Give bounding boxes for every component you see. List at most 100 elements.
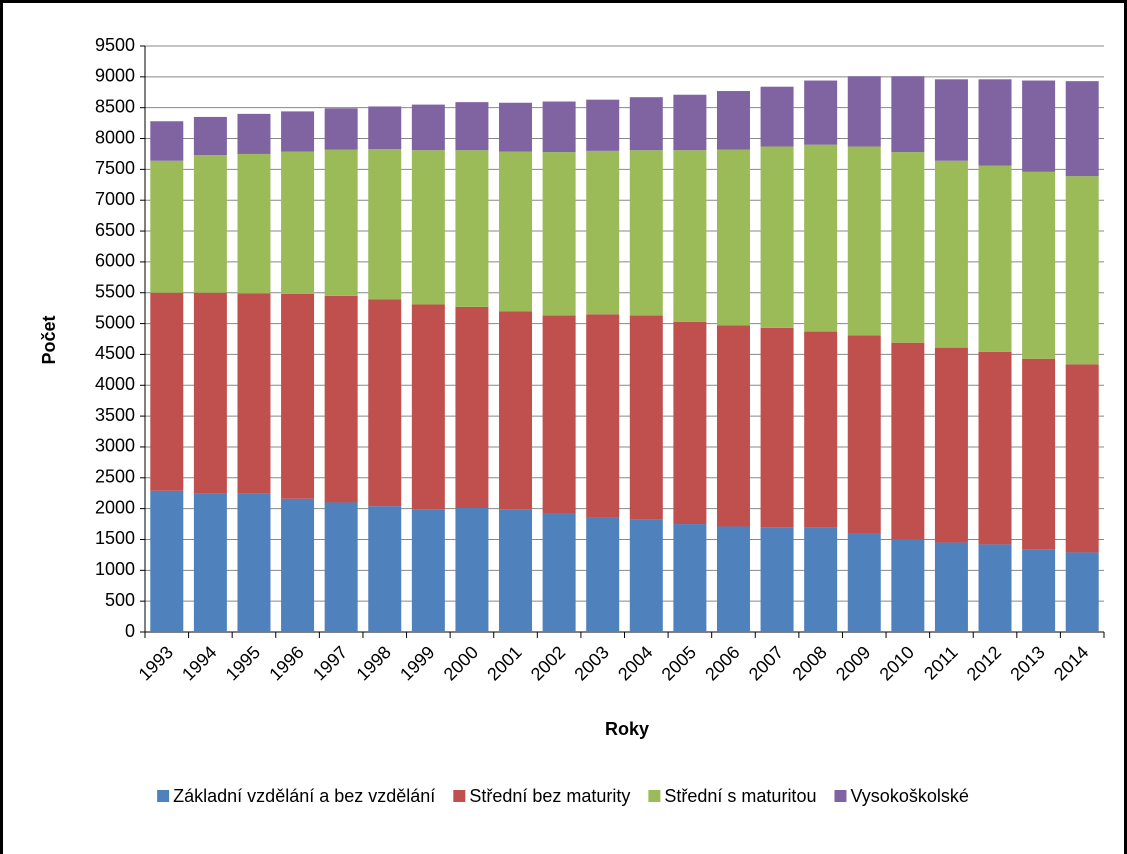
legend-label: Střední bez maturity xyxy=(469,786,630,806)
bar-segment xyxy=(978,79,1012,166)
y-axis-label: Počet xyxy=(39,315,59,364)
y-tick-label: 9000 xyxy=(95,66,135,86)
bar-segment xyxy=(891,152,925,343)
x-tick-label: 1999 xyxy=(396,642,438,684)
x-tick-label: 2007 xyxy=(745,642,787,684)
bar-segment xyxy=(760,327,794,528)
bar-segment xyxy=(804,331,838,528)
y-tick-label: 7500 xyxy=(95,158,135,178)
y-tick-label: 6500 xyxy=(95,220,135,240)
legend-swatch xyxy=(157,790,170,802)
legend-label: Střední s maturitou xyxy=(664,786,816,806)
x-tick-label: 2002 xyxy=(527,642,569,684)
bar-segment xyxy=(1065,552,1099,632)
bar-segment xyxy=(499,151,533,312)
bar-segment xyxy=(499,509,533,632)
bar-segment xyxy=(629,97,663,151)
bar-segment xyxy=(673,524,707,632)
bar-segment xyxy=(281,498,315,632)
legend-label: Vysokoškolské xyxy=(850,786,968,806)
y-tick-label: 3000 xyxy=(95,436,135,456)
bar-segment xyxy=(847,76,881,147)
bar-segment xyxy=(673,150,707,322)
bar-segment xyxy=(891,539,925,632)
bar-segment xyxy=(411,509,445,632)
bar-segment xyxy=(193,292,227,494)
bar-segment xyxy=(673,94,707,151)
bar-segment xyxy=(324,295,358,503)
bar-segment xyxy=(150,121,184,161)
bar-segment xyxy=(586,314,620,518)
x-tick-label: 2000 xyxy=(440,642,482,684)
bar-segment xyxy=(586,517,620,632)
bar-segment xyxy=(847,533,881,632)
bar-segment xyxy=(629,150,663,316)
bar-segment xyxy=(150,160,184,293)
x-tick-label: 2008 xyxy=(788,642,830,684)
bar-segment xyxy=(455,102,489,151)
bar-segment xyxy=(368,299,402,507)
bar-segment xyxy=(978,544,1012,632)
bar-segment xyxy=(542,315,576,514)
bar-segment xyxy=(1065,364,1099,553)
bar-segment xyxy=(586,150,620,315)
bar-segment xyxy=(324,149,358,296)
x-tick-label: 1994 xyxy=(178,642,220,684)
x-tick-label: 1998 xyxy=(352,642,394,684)
x-tick-label: 2005 xyxy=(658,642,700,684)
bar-segment xyxy=(760,146,794,328)
bar-segment xyxy=(629,315,663,520)
bar-segment xyxy=(324,502,358,632)
bar-segment xyxy=(455,306,489,509)
y-tick-label: 3500 xyxy=(95,405,135,425)
bar-segment xyxy=(804,144,838,332)
y-tick-label: 8500 xyxy=(95,96,135,116)
x-tick-label: 2011 xyxy=(920,642,962,684)
bar-segment xyxy=(760,527,794,632)
x-tick-label: 2014 xyxy=(1050,642,1092,684)
bar-segment xyxy=(716,91,750,150)
y-tick-label: 2000 xyxy=(95,497,135,517)
bar-segment xyxy=(847,146,881,336)
bar-segment xyxy=(193,493,227,632)
x-tick-label: 2004 xyxy=(614,642,656,684)
bar-segment xyxy=(716,149,750,326)
bar-segment xyxy=(716,325,750,527)
bar-segment xyxy=(455,508,489,632)
x-tick-label: 2013 xyxy=(1006,642,1048,684)
bar-segment xyxy=(542,101,576,153)
bar-segment xyxy=(1022,358,1056,550)
bar-segment xyxy=(1022,80,1056,172)
bar-segment xyxy=(586,99,620,151)
bar-segment xyxy=(368,106,402,150)
bar-segment xyxy=(934,79,968,161)
x-tick-label: 1997 xyxy=(309,642,351,684)
legend-swatch xyxy=(648,790,661,802)
bar-segment xyxy=(891,342,925,540)
y-tick-label: 0 xyxy=(125,621,135,641)
bar-segment xyxy=(629,519,663,632)
legend-swatch xyxy=(834,790,847,802)
y-tick-label: 9500 xyxy=(95,35,135,55)
bar-segment xyxy=(542,152,576,316)
x-tick-label: 1993 xyxy=(135,642,177,684)
x-tick-label: 2003 xyxy=(570,642,612,684)
bar-segment xyxy=(368,149,402,300)
bar-segment xyxy=(716,526,750,632)
bar-segment xyxy=(368,506,402,632)
bar-segment xyxy=(411,150,445,305)
y-tick-label: 2500 xyxy=(95,467,135,487)
bar-segment xyxy=(934,347,968,543)
y-tick-label: 7000 xyxy=(95,189,135,209)
x-tick-label: 2010 xyxy=(876,642,918,684)
bar-segment xyxy=(673,321,707,525)
y-tick-label: 500 xyxy=(105,590,135,610)
y-tick-label: 1000 xyxy=(95,559,135,579)
bar-segment xyxy=(804,80,838,145)
bar-segment xyxy=(411,104,445,151)
legend-label: Základní vzdělání a bez vzdělání xyxy=(173,786,435,806)
x-tick-label: 2009 xyxy=(832,642,874,684)
bar-segment xyxy=(324,108,358,150)
